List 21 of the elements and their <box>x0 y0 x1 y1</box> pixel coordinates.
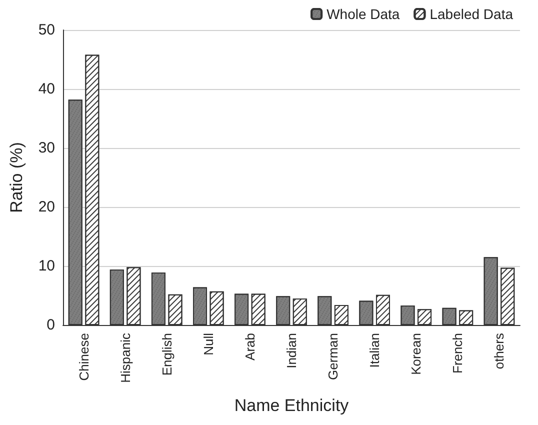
x-tick-label: Null <box>200 332 216 356</box>
x-tick-label: French <box>450 333 466 374</box>
y-tick-label: 0 <box>46 316 55 334</box>
y-axis-title: Ratio (%) <box>7 142 26 213</box>
y-tick-label: 10 <box>38 258 55 274</box>
x-tick-label: Chinese <box>76 333 92 381</box>
y-tick-label: 20 <box>38 198 55 216</box>
legend-label: Whole Data <box>326 6 400 22</box>
y-tick-label: 30 <box>38 140 55 156</box>
x-tick-label: Korean <box>408 333 424 375</box>
x-tick-label: Arab <box>242 333 258 360</box>
y-tick-label: 50 <box>38 22 55 38</box>
x-tick-label: English <box>159 333 174 376</box>
x-tick-label: Indian <box>284 333 299 368</box>
x-tick-label: Hispanic <box>118 332 133 383</box>
x-tick-label: Italian <box>367 333 382 368</box>
legend-label: Labeled Data <box>430 6 514 22</box>
x-axis-title: Name Ethnicity <box>234 396 350 415</box>
x-tick-label: German <box>326 333 341 380</box>
y-tick-label: 40 <box>38 80 55 98</box>
x-tick-label: others <box>492 332 507 370</box>
